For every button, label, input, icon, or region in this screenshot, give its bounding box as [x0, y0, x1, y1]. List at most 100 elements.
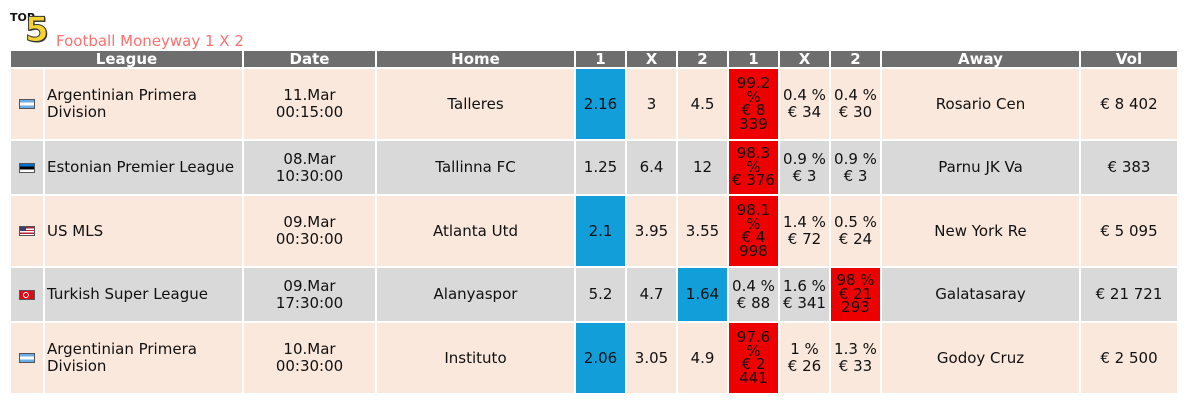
- home-team[interactable]: Tallinna FC: [377, 141, 574, 194]
- header-vol[interactable]: Vol: [1081, 51, 1177, 67]
- match-date-day: 11.Mar: [283, 86, 336, 104]
- match-date: 09.Mar 00:30:00: [244, 196, 375, 266]
- moneyway-2-amount: € 33: [838, 357, 873, 375]
- moneyway-x-amount: € 341: [783, 293, 826, 312]
- moneyway-x-amount: € 3: [792, 166, 817, 185]
- table-row[interactable]: Turkish Super League 09.Mar 17:30:00 Ala…: [11, 268, 1177, 321]
- moneyway-1-pct: 98.3 %: [736, 144, 771, 176]
- odds-1: 2.1: [576, 196, 625, 266]
- moneyway-x: 0.4 % € 34: [780, 69, 829, 139]
- match-date-time: 00:30:00: [275, 230, 344, 248]
- moneyway-1-pct: 97.6 %: [736, 328, 771, 360]
- match-date-day: 09.Mar: [283, 213, 336, 231]
- header-moneyway-1[interactable]: 1: [729, 51, 778, 67]
- header-date[interactable]: Date: [244, 51, 375, 67]
- moneyway-2: 98 % € 21 293: [831, 268, 880, 321]
- league-name[interactable]: Argentinian Primera Division: [45, 69, 242, 139]
- flag-cell: [11, 69, 43, 139]
- moneyway-1-amount: € 4 998: [739, 228, 768, 260]
- odds-1: 5.2: [576, 268, 625, 321]
- match-date-time: 10:30:00: [275, 166, 344, 185]
- moneyway-2: 0.4 % € 30: [831, 69, 880, 139]
- flag-cell: [11, 268, 43, 321]
- moneyway-2: 0.5 % € 24: [831, 196, 880, 266]
- match-date: 08.Mar 10:30:00: [244, 141, 375, 194]
- moneyway-2-pct: 0.5 %: [834, 213, 877, 231]
- argentina-flag-icon: [19, 353, 35, 363]
- moneyway-x-pct: 0.4 %: [783, 86, 826, 104]
- league-name[interactable]: Estonian Premier League: [45, 141, 242, 194]
- moneyway-2-amount: € 24: [838, 230, 873, 248]
- flag-cell: [11, 141, 43, 194]
- moneyway-1-amount: € 8 339: [739, 101, 768, 133]
- odds-x: 6.4: [627, 141, 676, 194]
- moneyway-2-amount: € 21 293: [838, 284, 873, 317]
- match-date: 09.Mar 17:30:00: [244, 268, 375, 321]
- flag-cell: [11, 196, 43, 266]
- away-team[interactable]: New York Re: [882, 196, 1079, 266]
- table-row[interactable]: Argentinian Primera Division 11.Mar 00:1…: [11, 69, 1177, 139]
- header-home[interactable]: Home: [377, 51, 574, 67]
- home-team[interactable]: Atlanta Utd: [377, 196, 574, 266]
- volume: € 5 095: [1081, 196, 1177, 266]
- header-league[interactable]: League: [11, 51, 242, 67]
- match-date-day: 08.Mar: [283, 149, 336, 168]
- moneyway-x-pct: 1.4 %: [783, 213, 826, 231]
- volume: € 21 721: [1081, 268, 1177, 321]
- header-odds-x[interactable]: X: [627, 51, 676, 67]
- table-row[interactable]: US MLS 09.Mar 00:30:00 Atlanta Utd 2.1 3…: [11, 196, 1177, 266]
- match-date-time: 00:30:00: [275, 357, 344, 375]
- league-name[interactable]: Turkish Super League: [45, 268, 242, 321]
- moneyway-x-pct: 1.6 %: [783, 276, 826, 295]
- odds-1: 2.06: [576, 323, 625, 393]
- match-date: 10.Mar 00:30:00: [244, 323, 375, 393]
- league-name[interactable]: US MLS: [45, 196, 242, 266]
- moneyway-2: 1.3 % € 33: [831, 323, 880, 393]
- moneyway-1-pct: 98.1 %: [736, 201, 771, 233]
- logo-top-text: TOP: [10, 11, 35, 24]
- home-team[interactable]: Alanyaspor: [377, 268, 574, 321]
- table-row[interactable]: Estonian Premier League 08.Mar 10:30:00 …: [11, 141, 1177, 194]
- moneyway-1: 98.1 % € 4 998: [729, 196, 778, 266]
- moneyway-2-pct: 98 %: [836, 271, 875, 290]
- moneyway-1: 99.2 % € 8 339: [729, 69, 778, 139]
- away-team[interactable]: Parnu JK Va: [882, 141, 1079, 194]
- match-date-day: 09.Mar: [283, 276, 336, 295]
- home-team[interactable]: Talleres: [377, 69, 574, 139]
- header-odds-1[interactable]: 1: [576, 51, 625, 67]
- moneyway-1: 98.3 % € 376: [729, 141, 778, 194]
- volume: € 8 402: [1081, 69, 1177, 139]
- moneyway-x: 0.9 % € 3: [780, 141, 829, 194]
- flag-cell: [11, 323, 43, 393]
- header-odds-2[interactable]: 2: [678, 51, 727, 67]
- odds-x: 3.05: [627, 323, 676, 393]
- header-away[interactable]: Away: [882, 51, 1079, 67]
- league-name[interactable]: Argentinian Primera Division: [45, 323, 242, 393]
- moneyway-2-amount: € 30: [838, 103, 873, 121]
- moneyway-1-amount: € 2 441: [739, 355, 768, 387]
- moneyway-x: 1.6 % € 341: [780, 268, 829, 321]
- away-team[interactable]: Godoy Cruz: [882, 323, 1079, 393]
- away-team[interactable]: Galatasaray: [882, 268, 1079, 321]
- home-team[interactable]: Instituto: [377, 323, 574, 393]
- moneyway-x-pct: 1 %: [790, 340, 819, 358]
- header-moneyway-2[interactable]: 2: [831, 51, 880, 67]
- moneyway-x-amount: € 34: [787, 103, 822, 121]
- argentina-flag-icon: [19, 99, 35, 109]
- odds-1: 1.25: [576, 141, 625, 194]
- odds-x: 3.95: [627, 196, 676, 266]
- match-date-day: 10.Mar: [283, 340, 336, 358]
- header-moneyway-x[interactable]: X: [780, 51, 829, 67]
- odds-x: 4.7: [627, 268, 676, 321]
- logo-five-text: 5: [25, 10, 50, 50]
- turkey-flag-icon: [19, 289, 35, 300]
- table-row[interactable]: Argentinian Primera Division 10.Mar 00:3…: [11, 323, 1177, 393]
- odds-2: 12: [678, 141, 727, 194]
- match-date-time: 00:15:00: [275, 103, 344, 121]
- away-team[interactable]: Rosario Cen: [882, 69, 1079, 139]
- table-header-row: League Date Home 1 X 2 1 X 2 Away Vol: [11, 51, 1177, 67]
- moneyway-2-pct: 0.4 %: [834, 86, 877, 104]
- volume: € 2 500: [1081, 323, 1177, 393]
- moneyway-table: League Date Home 1 X 2 1 X 2 Away Vol Ar…: [9, 49, 1179, 395]
- odds-x: 3: [627, 69, 676, 139]
